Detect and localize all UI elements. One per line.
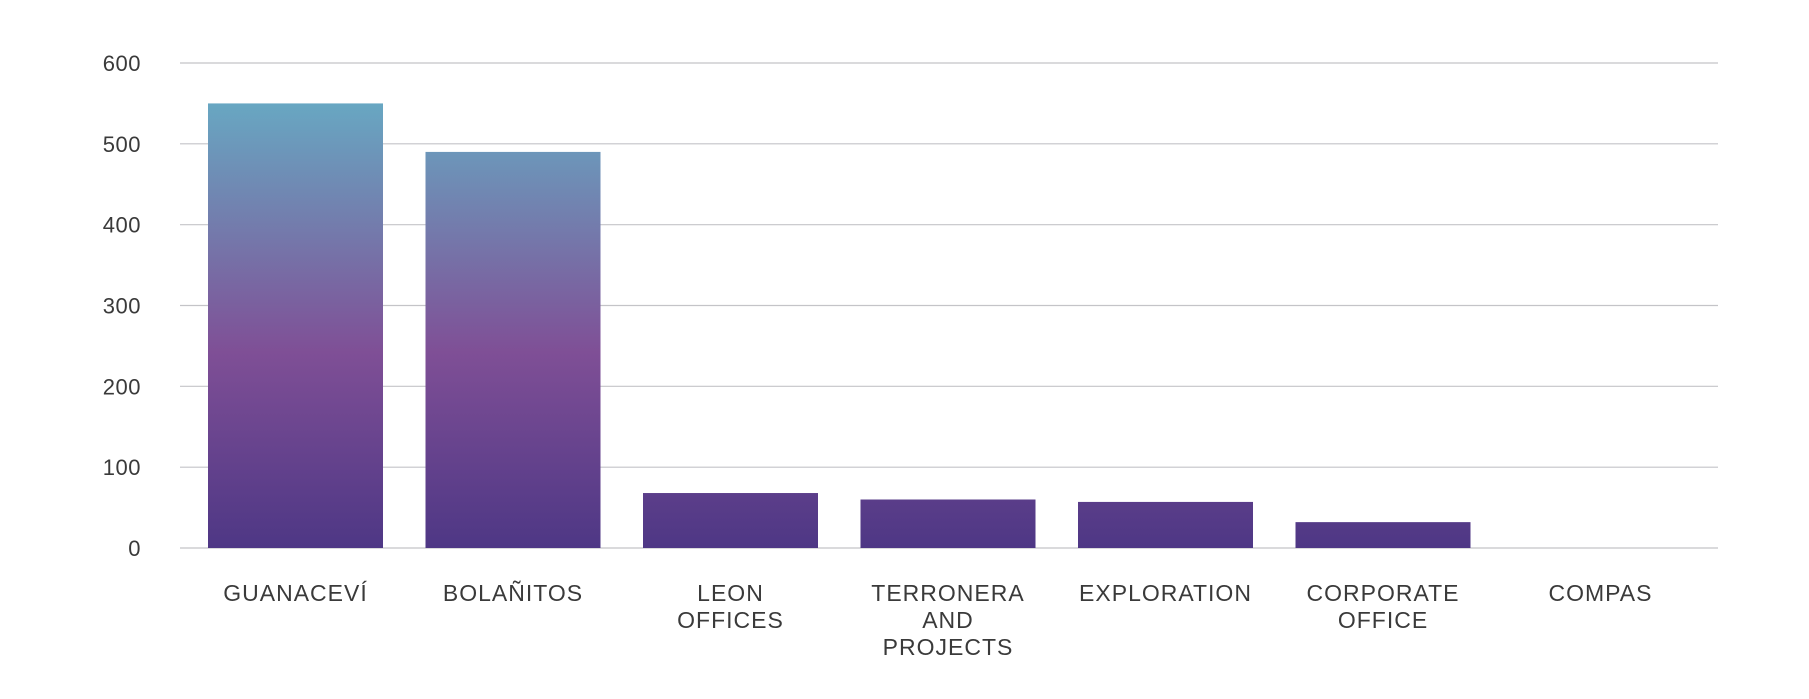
x-category-label-line: LEON [697, 580, 764, 606]
y-tick-label: 0 [128, 536, 141, 561]
x-category-label: CORPORATE OFFICE [1307, 580, 1460, 633]
bar-2 [643, 493, 818, 548]
grid-layer [180, 62, 1718, 549]
y-tick-label: 400 [103, 213, 141, 238]
x-category-label-line: AND [922, 607, 974, 633]
x-axis-labels: GUANACEVÍ BOLAÑITOS LEON OFFICES TERRONERA AN… [223, 580, 1653, 660]
y-tick-label: 200 [103, 374, 141, 399]
x-category-label: COMPAS [1549, 580, 1653, 606]
y-tick-label: 500 [103, 132, 141, 157]
x-category-label: EXPLORATION [1079, 580, 1252, 606]
x-category-label-line: PROJECTS [883, 634, 1014, 660]
bar-0 [208, 103, 383, 549]
x-category-label-line: OFFICES [677, 607, 784, 633]
bar-5 [1295, 522, 1471, 548]
bar-4 [1078, 501, 1253, 548]
x-category-label-line: EXPLORATION [1079, 580, 1252, 606]
bar-1 [425, 151, 601, 548]
y-tick-label: 600 [103, 51, 141, 76]
x-category-label-line: CORPORATE [1307, 580, 1460, 606]
x-category-label-line: OFFICE [1338, 607, 1428, 633]
y-tick-label: 100 [103, 455, 141, 480]
x-category-label-line: COMPAS [1549, 580, 1653, 606]
x-category-label: LEON OFFICES [677, 580, 784, 633]
x-category-label-line: TERRONERA [871, 580, 1024, 606]
bars [208, 103, 1471, 549]
x-category-label: BOLAÑITOS [443, 580, 583, 606]
y-axis-ticks: 0 100 200 300 400 500 600 [103, 51, 141, 561]
y-tick-label: 300 [103, 294, 141, 319]
x-category-label: TERRONERA AND PROJECTS [871, 580, 1024, 660]
x-category-label-line: BOLAÑITOS [443, 580, 583, 606]
x-category-label: GUANACEVÍ [223, 580, 367, 606]
x-category-label-line: GUANACEVÍ [223, 580, 367, 606]
bar-3 [860, 499, 1036, 548]
